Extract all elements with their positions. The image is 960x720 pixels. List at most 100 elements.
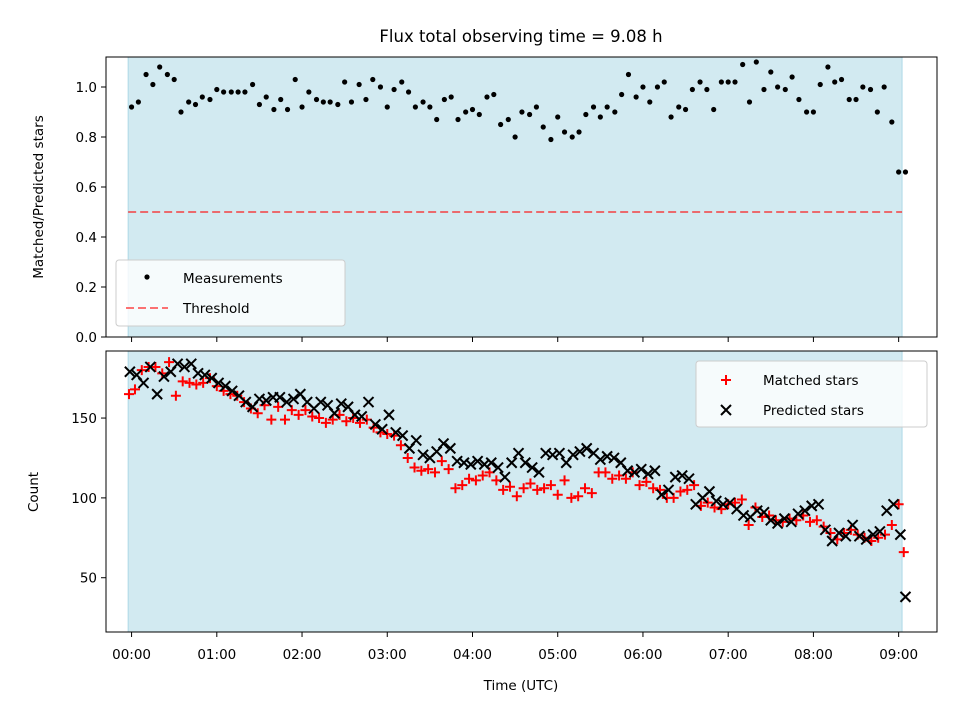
matched-star-marker: [736, 494, 747, 505]
measurement-point: [242, 89, 248, 95]
predicted-star-marker: [717, 498, 729, 510]
matched-star-marker: [164, 357, 175, 368]
predicted-star-marker: [642, 468, 654, 480]
measurement-point: [384, 104, 390, 110]
predicted-star-marker: [315, 396, 327, 408]
measurement-point: [348, 99, 355, 105]
measurement-point: [263, 94, 269, 100]
predicted-star-marker: [499, 471, 511, 483]
matched-star-marker: [518, 483, 529, 494]
predicted-star-marker: [376, 423, 388, 435]
measurement-point: [810, 109, 817, 115]
matched-star-marker: [818, 521, 829, 532]
measurement-point: [405, 89, 412, 95]
measurement-point: [853, 96, 859, 103]
measurement-point: [874, 109, 880, 115]
matched-star-marker: [368, 422, 379, 433]
predicted-star-marker: [199, 369, 211, 381]
measurement-point: [846, 96, 852, 103]
legend-predicted-marker: [720, 404, 732, 416]
measurement-point: [306, 89, 312, 95]
matched-star-marker: [491, 475, 502, 486]
matched-star-marker: [886, 520, 897, 531]
predicted-star-marker: [540, 447, 552, 459]
matched-star-marker: [436, 456, 447, 467]
predicted-star-marker: [185, 358, 197, 370]
predicted-star-marker: [226, 385, 238, 397]
measurement-point: [178, 109, 184, 115]
x-tick-label: 01:00: [197, 647, 236, 663]
predicted-star-marker: [471, 455, 484, 467]
y-tick-label: 0.0: [76, 330, 97, 346]
predicted-star-marker: [362, 396, 375, 408]
matched-star-marker: [307, 411, 318, 422]
predicted-star-marker: [274, 391, 286, 404]
measurement-point: [896, 169, 902, 175]
measurement-point: [399, 79, 405, 85]
predicted-star-marker: [765, 514, 777, 526]
matched-star-marker: [504, 481, 515, 492]
predicted-star-marker: [417, 449, 429, 461]
matched-star-marker: [157, 368, 168, 379]
predicted-star-marker: [887, 498, 900, 510]
predicted-star-marker: [171, 358, 184, 370]
count-panel: 50 100 150 00:00 01:00 02:00 03:00 04:00 05:00 06…: [71, 350, 938, 663]
measurement-point: [221, 89, 227, 95]
matched-star-marker: [177, 376, 188, 387]
measurement-point: [519, 109, 525, 115]
matched-star-marker: [191, 379, 202, 390]
measurement-point: [491, 91, 497, 98]
measurement-point: [320, 99, 326, 105]
matched-star-marker: [293, 409, 304, 420]
predicted-star-marker: [553, 447, 566, 459]
predicted-star-marker: [178, 361, 191, 373]
measurement-point: [548, 136, 554, 143]
axes-frame: [105, 56, 938, 338]
predicted-star-marker: [437, 437, 450, 450]
measurement-point: [612, 109, 618, 115]
predicted-star-marker: [287, 393, 300, 405]
predicted-star-marker: [240, 396, 252, 408]
matched-star-marker: [464, 473, 475, 484]
predicted-star-marker: [628, 466, 641, 479]
predicted-star-marker: [840, 530, 852, 542]
matched-star-marker: [559, 475, 570, 486]
matched-star-marker: [600, 467, 611, 478]
measurement-point: [335, 101, 341, 108]
predicted-star-marker: [594, 453, 607, 466]
matched-star-marker: [252, 408, 263, 419]
matched-star-marker: [532, 484, 543, 495]
matched-star-marker: [648, 483, 659, 494]
legend-label-matched: Matched stars: [763, 373, 859, 389]
predicted-star-marker: [860, 533, 872, 546]
measurement-point: [377, 84, 384, 90]
predicted-star-marker: [219, 380, 232, 392]
matched-star-marker: [470, 475, 481, 486]
matched-star-marker: [341, 416, 352, 427]
predicted-star-marker: [819, 524, 832, 536]
predicted-star-marker: [867, 528, 879, 541]
matched-star-marker: [675, 486, 686, 497]
measurement-point: [740, 61, 746, 68]
measurement-point: [838, 76, 845, 83]
measurement-point: [746, 99, 753, 105]
predicted-star-marker: [505, 457, 518, 469]
predicted-star-marker: [894, 528, 907, 541]
y-tick-label: 0.8: [76, 130, 97, 146]
predicted-star-marker: [478, 458, 491, 471]
y-tick-label: 100: [71, 491, 97, 507]
matched-star-marker: [184, 377, 195, 388]
predicted-star-marker: [451, 455, 463, 467]
measurement-point: [668, 114, 674, 120]
measurement-point: [412, 104, 418, 110]
measurement-point: [761, 86, 767, 93]
predicted-star-marker: [335, 397, 347, 410]
measurement-point: [561, 129, 568, 135]
matched-star-marker: [409, 462, 420, 473]
matched-star-marker: [689, 480, 700, 491]
predicted-star-marker: [458, 457, 470, 469]
measurement-point: [228, 89, 234, 95]
predicted-star-marker: [396, 429, 409, 442]
measurement-point: [697, 79, 703, 85]
predicted-star-marker: [574, 445, 586, 458]
